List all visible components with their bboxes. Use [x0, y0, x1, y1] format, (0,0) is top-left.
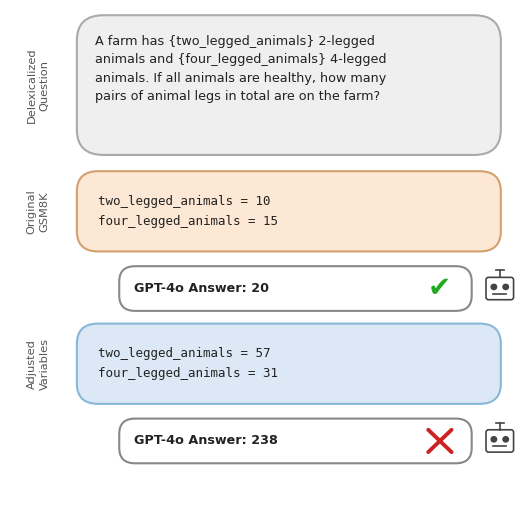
FancyBboxPatch shape [77, 15, 501, 155]
Text: A farm has {two_legged_animals} 2-legged
animals and {four_legged_animals} 4-leg: A farm has {two_legged_animals} 2-legged… [95, 35, 387, 103]
Text: two_legged_animals = 10
four_legged_animals = 15: two_legged_animals = 10 four_legged_anim… [98, 195, 278, 228]
Text: ✔: ✔ [428, 274, 452, 303]
FancyBboxPatch shape [119, 419, 472, 463]
Circle shape [503, 284, 508, 290]
FancyBboxPatch shape [77, 171, 501, 251]
Circle shape [503, 437, 508, 442]
Text: Original
GSM8K: Original GSM8K [26, 189, 50, 234]
Circle shape [491, 284, 497, 290]
FancyBboxPatch shape [77, 324, 501, 404]
Text: GPT-4o Answer: 238: GPT-4o Answer: 238 [134, 434, 278, 448]
FancyBboxPatch shape [486, 277, 514, 300]
Text: GPT-4o Answer: 20: GPT-4o Answer: 20 [134, 282, 269, 295]
FancyBboxPatch shape [119, 266, 472, 311]
Text: Delexicalized
Question: Delexicalized Question [26, 47, 50, 123]
Text: two_legged_animals = 57
four_legged_animals = 31: two_legged_animals = 57 four_legged_anim… [98, 347, 278, 380]
Circle shape [491, 437, 497, 442]
FancyBboxPatch shape [486, 430, 514, 452]
Text: Adjusted
Variables: Adjusted Variables [26, 338, 50, 390]
